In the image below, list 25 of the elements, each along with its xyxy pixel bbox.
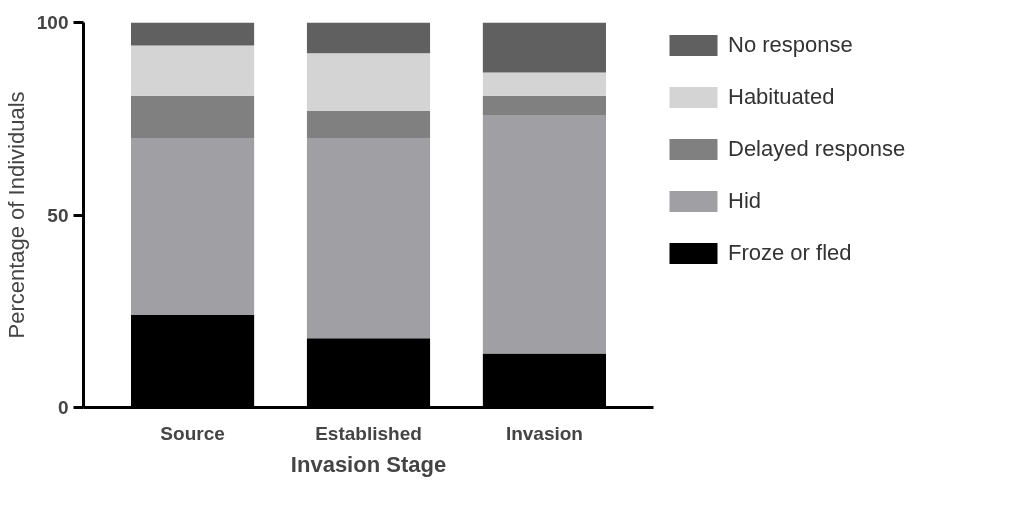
bar [306,138,431,339]
legend-label: No response [728,32,853,58]
x-tick-label: Invasion [505,422,583,444]
bar [131,95,255,138]
bar [131,138,255,316]
y-tick-label: 100 [36,12,69,33]
bar [306,53,431,112]
bar [131,45,255,96]
bar [482,95,606,115]
bar [306,111,431,138]
legend-label: Delayed response [728,136,906,162]
bar [482,72,606,96]
y-tick-label: 0 [57,397,69,418]
x-tick-label: Established [315,422,422,444]
legend-label: Froze or fled [728,240,852,266]
bar [131,22,255,46]
y-tick-label: 50 [47,204,69,226]
y-axis-title: Percentage of Individuals [3,91,29,339]
bar [306,22,431,54]
x-axis-title: Invasion Stage [290,451,447,477]
x-tick-label: Source [160,422,225,444]
legend-label: Hid [728,188,762,214]
bar [482,114,606,354]
bar [482,22,606,73]
legend-label: Habituated [728,84,835,110]
